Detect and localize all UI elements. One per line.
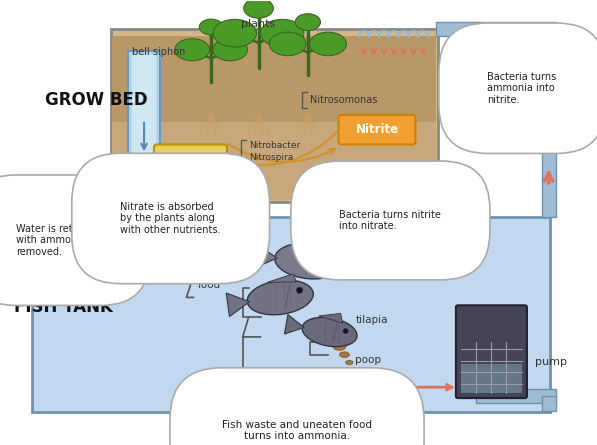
Polygon shape xyxy=(226,293,250,316)
Text: Water is returned
with ammonia
removed.: Water is returned with ammonia removed. xyxy=(16,223,101,257)
FancyBboxPatch shape xyxy=(132,55,156,175)
FancyBboxPatch shape xyxy=(112,122,436,200)
Ellipse shape xyxy=(244,0,273,18)
Circle shape xyxy=(327,255,334,261)
FancyBboxPatch shape xyxy=(456,305,527,398)
Polygon shape xyxy=(267,274,296,283)
FancyBboxPatch shape xyxy=(541,29,556,43)
Ellipse shape xyxy=(269,32,306,56)
Ellipse shape xyxy=(333,343,346,350)
FancyBboxPatch shape xyxy=(338,115,416,145)
Polygon shape xyxy=(296,237,327,248)
Ellipse shape xyxy=(275,243,345,279)
Ellipse shape xyxy=(199,19,223,35)
FancyBboxPatch shape xyxy=(246,372,370,403)
Polygon shape xyxy=(284,315,304,334)
FancyBboxPatch shape xyxy=(112,36,436,122)
Text: Nitrate is absorbed
by the plants along
with other nutrients.: Nitrate is absorbed by the plants along … xyxy=(121,202,221,235)
FancyBboxPatch shape xyxy=(110,29,438,202)
Text: Fish waste and uneaten food
turns into ammonia.: Fish waste and uneaten food turns into a… xyxy=(222,420,372,441)
Text: Ammonia: Ammonia xyxy=(275,381,341,394)
Ellipse shape xyxy=(213,39,248,61)
Text: plants: plants xyxy=(241,19,276,29)
Ellipse shape xyxy=(302,317,357,347)
Text: FISH TANK: FISH TANK xyxy=(14,298,113,316)
Polygon shape xyxy=(319,313,343,323)
FancyBboxPatch shape xyxy=(32,217,550,412)
Text: Nitrobacter: Nitrobacter xyxy=(249,141,300,150)
Ellipse shape xyxy=(340,352,349,357)
Ellipse shape xyxy=(247,280,313,315)
Text: Nitrospira: Nitrospira xyxy=(249,153,293,162)
Ellipse shape xyxy=(346,360,353,364)
Ellipse shape xyxy=(260,20,304,47)
Ellipse shape xyxy=(310,32,346,56)
Text: GROW BED: GROW BED xyxy=(45,91,148,109)
Text: Bacteria turns nitrite
into nitrate.: Bacteria turns nitrite into nitrate. xyxy=(340,210,441,231)
FancyBboxPatch shape xyxy=(32,206,85,220)
FancyBboxPatch shape xyxy=(461,364,522,393)
FancyBboxPatch shape xyxy=(436,22,556,36)
Ellipse shape xyxy=(213,20,257,47)
Text: Nitrite: Nitrite xyxy=(355,123,399,136)
Text: pump: pump xyxy=(535,356,567,367)
Text: Nitrosomonas: Nitrosomonas xyxy=(310,95,377,105)
FancyBboxPatch shape xyxy=(128,51,160,179)
Text: Bacteria turns
ammonia into
nitrite.: Bacteria turns ammonia into nitrite. xyxy=(488,72,557,105)
FancyBboxPatch shape xyxy=(541,39,556,217)
Circle shape xyxy=(297,287,303,293)
Text: poop: poop xyxy=(355,355,381,364)
FancyBboxPatch shape xyxy=(71,206,85,220)
Circle shape xyxy=(343,328,348,334)
Text: Nitrate: Nitrate xyxy=(167,153,214,166)
FancyBboxPatch shape xyxy=(154,145,227,174)
FancyBboxPatch shape xyxy=(476,389,556,403)
Text: food: food xyxy=(198,279,220,290)
FancyBboxPatch shape xyxy=(71,202,85,217)
Polygon shape xyxy=(253,243,277,269)
Ellipse shape xyxy=(296,14,321,31)
Text: bell siphon: bell siphon xyxy=(132,47,186,57)
FancyBboxPatch shape xyxy=(541,396,556,411)
Text: tilapia: tilapia xyxy=(355,315,387,325)
Ellipse shape xyxy=(175,39,210,61)
